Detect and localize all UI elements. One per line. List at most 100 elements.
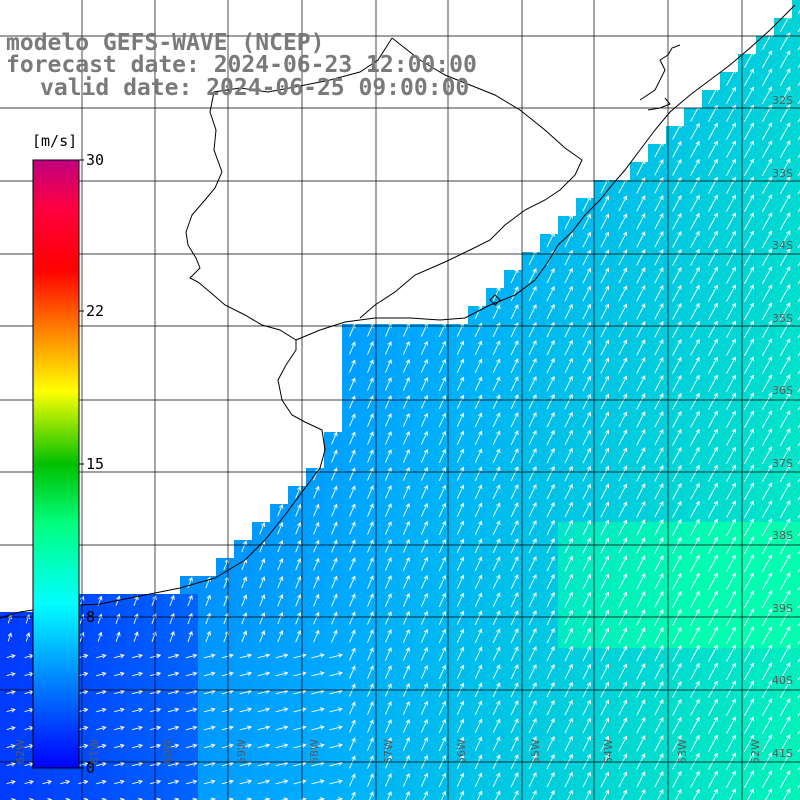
wind-arrow [349, 773, 356, 787]
ocean-cell [792, 684, 800, 702]
wind-arrow [690, 734, 700, 752]
wind-arrow [654, 663, 664, 680]
wind-arrow [672, 536, 682, 554]
ocean-cell [792, 522, 800, 540]
wind-arrow [708, 410, 718, 428]
wind-arrow [349, 611, 356, 625]
wind-arrow [420, 556, 428, 571]
ocean-cell [792, 360, 800, 378]
wind-arrow [761, 212, 773, 230]
wind-arrow [530, 789, 537, 800]
ocean-cell [792, 396, 800, 414]
wind-arrow [546, 321, 555, 338]
wind-arrow [564, 249, 573, 266]
ocean-cell [378, 792, 396, 800]
wind-arrow [456, 466, 465, 482]
wind-arrow [404, 790, 410, 800]
wind-arrow [743, 374, 755, 392]
wind-arrow [456, 772, 465, 788]
wind-arrow [420, 718, 428, 733]
wind-arrow [726, 500, 736, 518]
wind-arrow [402, 520, 410, 535]
wind-arrow [474, 736, 483, 752]
wind-arrow [726, 392, 736, 410]
wind-arrow [384, 575, 392, 589]
wind-arrow [367, 665, 374, 679]
wind-arrow [257, 671, 271, 677]
wind-arrow [528, 573, 537, 590]
wind-arrow [600, 411, 610, 428]
wind-arrow [510, 340, 519, 356]
wind-arrow [690, 140, 700, 158]
wind-arrow [546, 735, 555, 752]
wind-arrow [726, 410, 736, 428]
wind-arrow [293, 725, 307, 731]
wind-arrow [546, 483, 555, 500]
wind-arrow [582, 429, 591, 446]
wind-arrow [618, 555, 628, 572]
wind-arrow [690, 176, 700, 194]
wind-arrow [329, 779, 343, 785]
wind-arrow [743, 572, 755, 590]
wind-arrow [114, 725, 125, 731]
wind-arrow [726, 698, 736, 716]
wind-arrow [726, 176, 736, 194]
ocean-cell [756, 792, 774, 800]
wind-arrow [761, 716, 773, 734]
wind-arrow [349, 503, 356, 517]
wind-arrow [546, 591, 555, 608]
wind-arrow [636, 735, 646, 752]
wind-arrow [636, 537, 646, 554]
wind-arrow [600, 231, 610, 248]
wind-arrow [621, 789, 628, 800]
wind-arrow [456, 502, 465, 518]
wind-arrow [241, 630, 248, 643]
wind-arrow [672, 248, 682, 266]
wind-arrow [672, 320, 682, 338]
wind-arrow [708, 338, 718, 356]
wind-arrow [690, 626, 700, 644]
ocean-cell [792, 558, 800, 576]
wind-arrow [474, 394, 483, 410]
wind-arrow [492, 556, 501, 572]
ocean-cell [396, 792, 414, 800]
wind-arrow [420, 358, 428, 373]
wind-arrow [456, 412, 465, 428]
wind-arrow [257, 707, 271, 713]
wind-arrow [564, 591, 573, 608]
wind-arrow [221, 743, 234, 749]
wind-arrow [277, 594, 284, 607]
wind-arrow [618, 483, 628, 500]
wind-arrow [600, 735, 610, 752]
wind-arrow [672, 464, 682, 482]
wind-arrow [420, 700, 428, 715]
wind-arrow [456, 700, 465, 716]
wind-arrow [654, 285, 664, 302]
wind-arrow [402, 430, 410, 445]
wind-arrow [690, 770, 700, 788]
wind-arrow [239, 653, 253, 659]
wind-arrow [6, 744, 16, 749]
wind-arrow [384, 773, 392, 787]
wind-arrow [618, 501, 628, 518]
wind-arrow [402, 610, 410, 625]
wind-arrow [779, 770, 791, 789]
wind-arrow [618, 285, 628, 302]
wind-arrow [779, 752, 791, 771]
wind-arrow [564, 771, 573, 788]
wind-arrow [726, 770, 736, 788]
wind-arrow [114, 743, 125, 749]
wind-arrow [743, 284, 755, 302]
wind-arrow [474, 628, 483, 644]
wind-arrow [564, 501, 573, 518]
wind-arrow [564, 645, 573, 662]
ocean-cell [360, 792, 378, 800]
wind-arrow [779, 698, 791, 717]
wind-arrow [761, 590, 773, 608]
wind-arrow [492, 304, 501, 320]
wind-arrow [690, 212, 700, 230]
wind-arrow [384, 593, 392, 607]
wind-arrow [474, 664, 483, 680]
wind-arrow [205, 630, 211, 643]
